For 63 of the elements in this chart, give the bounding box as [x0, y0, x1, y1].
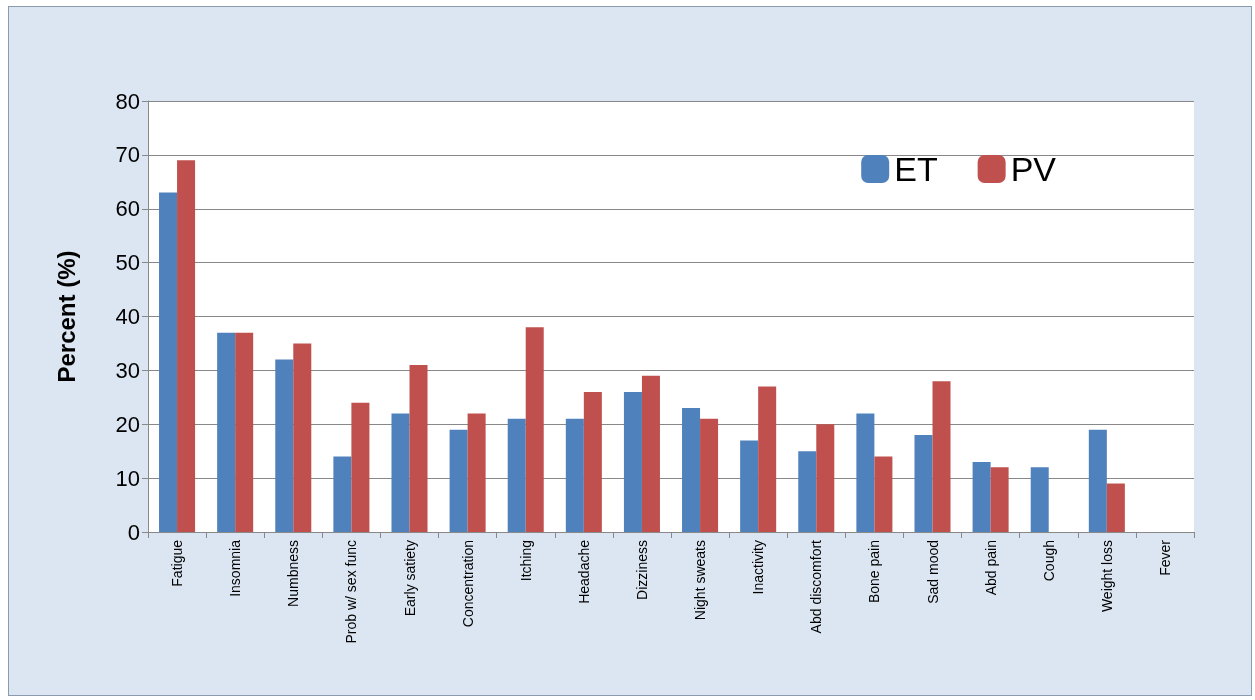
bar — [932, 381, 951, 532]
x-tick-label: Dizziness — [633, 540, 650, 600]
y-tick-label: 60 — [115, 196, 140, 222]
bar — [816, 424, 835, 532]
y-tick-label: 0 — [127, 519, 140, 545]
bar — [235, 332, 254, 532]
bar — [758, 386, 777, 532]
bar — [351, 402, 370, 532]
bar — [798, 451, 817, 532]
x-tick-label: Cough — [1040, 540, 1057, 582]
bar — [641, 375, 660, 532]
y-tick-label: 20 — [115, 411, 140, 437]
x-tick-label: Concentration — [459, 540, 476, 628]
x-tick-label: Bone pain — [866, 540, 883, 604]
bar — [467, 413, 486, 532]
y-tick-label: 80 — [115, 88, 140, 114]
bar — [972, 461, 991, 532]
x-tick-label: Numbness — [285, 540, 302, 607]
bar — [525, 327, 544, 532]
x-tick-label: Abd pain — [982, 540, 999, 596]
x-tick-label: Headache — [575, 539, 592, 604]
y-axis-title: Percent (%) — [52, 250, 80, 383]
bar — [914, 435, 933, 532]
bar — [1106, 483, 1125, 532]
bar — [177, 160, 196, 532]
x-tick-label: Inactivity — [750, 540, 767, 595]
x-tick-label: Sad mood — [924, 540, 941, 604]
bar — [682, 408, 701, 532]
x-tick-label: Night sweats — [692, 540, 709, 621]
x-tick-label: Abd discomfort — [808, 539, 825, 634]
y-tick-label: 10 — [115, 465, 140, 491]
bar — [449, 429, 468, 532]
bar — [874, 456, 893, 532]
bar — [990, 467, 1009, 532]
x-tick-label: Itching — [517, 540, 534, 582]
x-tick-label: Weight loss — [1098, 540, 1115, 613]
x-tick-label: Early satiety — [401, 540, 418, 617]
y-tick-label: 70 — [115, 142, 140, 168]
y-tick-label: 50 — [115, 250, 140, 276]
x-tick-label: Fever — [1156, 539, 1173, 576]
bar — [856, 413, 875, 532]
bar — [217, 332, 236, 532]
bar — [740, 440, 759, 532]
bar — [293, 343, 312, 532]
x-tick-label: Fatigue — [169, 539, 186, 587]
bar — [583, 391, 602, 532]
bar — [275, 359, 294, 532]
bar — [333, 456, 352, 532]
x-tick-label: Prob w/ sex func — [343, 540, 360, 644]
y-tick-label: 40 — [115, 304, 140, 329]
legend-label: PV — [1010, 150, 1057, 188]
bar — [507, 418, 526, 532]
bar — [1088, 429, 1107, 532]
legend-label: ET — [894, 150, 938, 188]
x-tick-label: Insomnia — [227, 539, 244, 597]
bar — [700, 418, 719, 532]
bar — [409, 364, 428, 532]
bar — [159, 192, 178, 532]
bar — [623, 391, 642, 532]
y-tick-label: 30 — [115, 357, 140, 383]
bar — [565, 418, 584, 532]
bar — [391, 413, 410, 532]
bar — [1030, 467, 1049, 532]
